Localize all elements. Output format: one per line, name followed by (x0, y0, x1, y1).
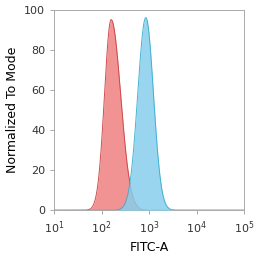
Y-axis label: Normalized To Mode: Normalized To Mode (5, 47, 18, 173)
X-axis label: FITC-A: FITC-A (129, 242, 169, 255)
